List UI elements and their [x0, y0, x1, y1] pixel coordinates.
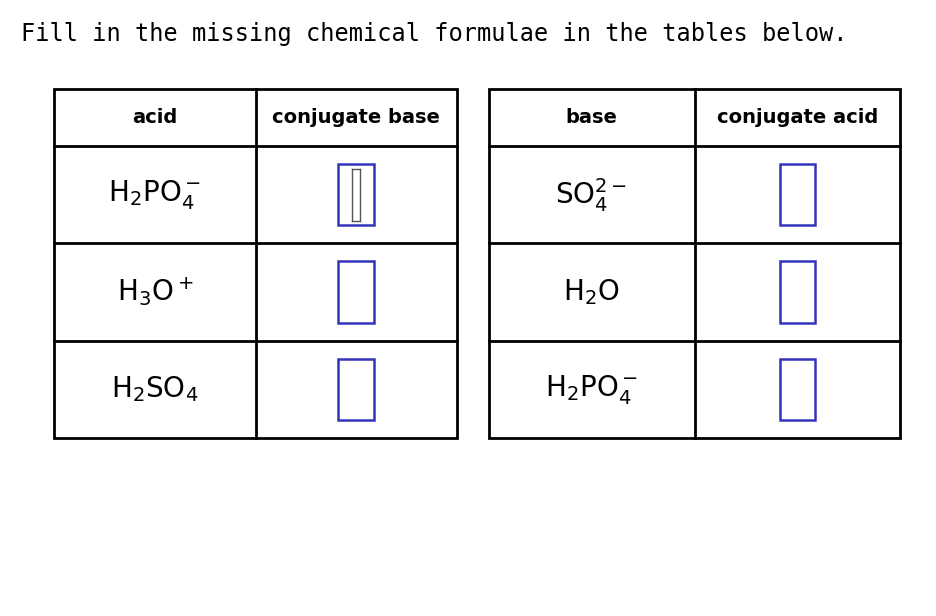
Text: acid: acid [132, 108, 178, 127]
Bar [339, 359, 374, 420]
Text: $\mathrm{SO_4^{2-}}$: $\mathrm{SO_4^{2-}}$ [555, 176, 628, 214]
Text: $\mathrm{H_2SO_4}$: $\mathrm{H_2SO_4}$ [111, 375, 198, 404]
Bar [339, 164, 374, 225]
Bar [780, 261, 815, 323]
Text: conjugate base: conjugate base [272, 108, 440, 127]
Text: $\mathrm{H_3O^+}$: $\mathrm{H_3O^+}$ [117, 276, 193, 308]
Text: Fill in the missing chemical formulae in the tables below.: Fill in the missing chemical formulae in… [21, 22, 847, 46]
Text: conjugate acid: conjugate acid [717, 108, 878, 127]
Text: base: base [565, 108, 618, 127]
Bar [780, 359, 815, 420]
Text: $\mathrm{H_2PO_4^-}$: $\mathrm{H_2PO_4^-}$ [109, 178, 201, 211]
Bar [489, 89, 900, 438]
Text: $\mathrm{H_2O}$: $\mathrm{H_2O}$ [563, 277, 620, 307]
Bar [54, 89, 457, 438]
Text: $\mathrm{H_2PO_4^-}$: $\mathrm{H_2PO_4^-}$ [545, 373, 638, 406]
Bar [780, 164, 815, 225]
Bar [339, 261, 374, 323]
